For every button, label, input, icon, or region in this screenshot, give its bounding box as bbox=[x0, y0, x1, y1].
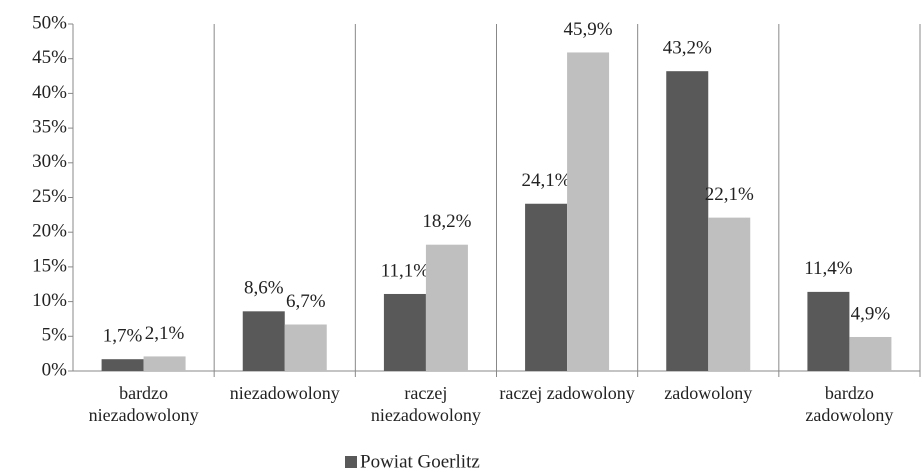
y-tick-label: 20% bbox=[32, 221, 67, 242]
y-tick-label: 40% bbox=[32, 82, 67, 103]
bar bbox=[567, 52, 610, 371]
bar bbox=[666, 71, 709, 371]
data-label: 45,9% bbox=[564, 19, 613, 40]
y-tick-label: 5% bbox=[42, 325, 68, 346]
data-label: 11,1% bbox=[381, 260, 430, 281]
data-label: 24,1% bbox=[522, 170, 571, 191]
x-tick-label: bardzo niezadowolony bbox=[88, 383, 199, 425]
bar bbox=[383, 293, 426, 371]
data-label: 2,1% bbox=[145, 323, 185, 344]
bar bbox=[425, 244, 468, 371]
y-tick-label: 30% bbox=[32, 151, 67, 172]
data-label: 1,7% bbox=[103, 326, 143, 347]
bar bbox=[143, 356, 186, 371]
bar bbox=[101, 359, 144, 371]
x-tick-label: raczej niezadowolony bbox=[370, 383, 481, 425]
bar bbox=[525, 203, 568, 371]
bar bbox=[284, 324, 327, 371]
y-tick-label: 35% bbox=[32, 116, 67, 137]
bar bbox=[242, 311, 285, 371]
data-label: 22,1% bbox=[705, 184, 754, 205]
y-tick-label: 25% bbox=[32, 186, 67, 207]
x-tick-label: bardzo zadowolony bbox=[805, 383, 894, 425]
bar bbox=[807, 291, 850, 371]
data-label: 6,7% bbox=[286, 291, 326, 312]
x-tick-label: niezadowolony bbox=[229, 383, 340, 403]
bar bbox=[849, 336, 892, 371]
bar bbox=[708, 217, 751, 371]
y-tick-label: 10% bbox=[32, 290, 67, 311]
x-tick-label: raczej zadowolony bbox=[499, 383, 635, 403]
legend-label: Powiat Goerlitz bbox=[360, 451, 480, 472]
data-label: 43,2% bbox=[663, 38, 712, 59]
legend-swatch bbox=[345, 456, 357, 468]
y-tick-label: 15% bbox=[32, 255, 67, 276]
x-tick-label: zadowolony bbox=[664, 383, 753, 403]
data-label: 11,4% bbox=[804, 258, 853, 279]
data-label: 8,6% bbox=[244, 278, 284, 299]
y-tick-label: 45% bbox=[32, 47, 67, 68]
data-label: 4,9% bbox=[851, 303, 891, 324]
y-tick-label: 50% bbox=[32, 12, 67, 33]
data-label: 18,2% bbox=[422, 211, 471, 232]
y-tick-label: 0% bbox=[42, 359, 68, 380]
